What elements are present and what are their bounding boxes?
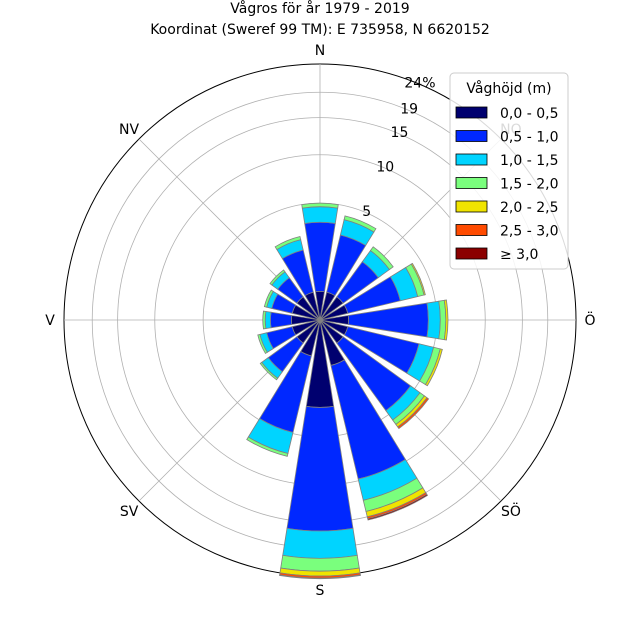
legend: Våghöjd (m) 0,0 - 0,5 0,5 - 1,0 1,0 - 1,5 1,… bbox=[449, 72, 569, 270]
rose-segment bbox=[301, 206, 339, 224]
rose-segment bbox=[274, 236, 302, 251]
legend-label: 0,5 - 1,0 bbox=[500, 130, 558, 146]
rose-segment bbox=[443, 299, 449, 341]
radial-tick-label: 24% bbox=[404, 75, 435, 91]
legend-title: Våghöjd (m) bbox=[466, 80, 551, 97]
legend-label: ≥ 3,0 bbox=[500, 247, 538, 263]
rose-segment bbox=[286, 405, 354, 532]
rose-segment bbox=[262, 310, 267, 330]
direction-label: SÖ bbox=[501, 502, 521, 520]
rose-segment bbox=[397, 397, 430, 430]
legend-swatch bbox=[455, 130, 488, 142]
direction-label: SV bbox=[120, 504, 139, 520]
legend-box bbox=[449, 72, 569, 270]
legend-swatch bbox=[455, 177, 488, 189]
rose-segment bbox=[279, 574, 361, 579]
direction-label: N bbox=[315, 43, 325, 59]
rose-segment bbox=[426, 300, 441, 340]
rose-bars bbox=[246, 202, 449, 579]
radial-tick-label: 15 bbox=[391, 125, 409, 141]
legend-label: 2,0 - 2,5 bbox=[500, 200, 558, 216]
legend-swatch bbox=[455, 153, 488, 166]
rose-segment bbox=[270, 311, 293, 329]
legend-label: 0,0 - 0,5 bbox=[500, 106, 558, 122]
rose-segment bbox=[343, 215, 377, 233]
rose-segment bbox=[424, 348, 443, 387]
legend-swatch bbox=[455, 247, 488, 260]
rose-segment bbox=[269, 269, 286, 286]
rose-segment bbox=[282, 527, 358, 559]
radial-tick-label: 19 bbox=[400, 102, 418, 118]
rose-segment bbox=[257, 333, 268, 354]
radial-tick-label: 5 bbox=[362, 204, 371, 220]
chart-title: Vågros för år 1979 - 2019 bbox=[230, 0, 409, 17]
chart-subtitle: Koordinat (Sweref 99 TM): E 735958, N 66… bbox=[150, 22, 490, 38]
rose-segment bbox=[264, 310, 272, 330]
rose-segment bbox=[369, 246, 394, 271]
rose-segment bbox=[367, 493, 429, 521]
rose-segment bbox=[246, 436, 289, 457]
legend-label: 1,0 - 1,5 bbox=[500, 153, 558, 169]
rose-segment bbox=[410, 262, 426, 296]
rose-segment bbox=[259, 361, 279, 381]
legend-label: 2,5 - 3,0 bbox=[500, 224, 558, 240]
axis-labels: NNOÖSÖSSVVNV510151924% bbox=[45, 43, 595, 599]
direction-label: NV bbox=[119, 122, 139, 138]
direction-label: S bbox=[316, 583, 325, 599]
legend-swatch bbox=[455, 106, 488, 119]
direction-label: V bbox=[45, 313, 55, 329]
legend-swatch bbox=[455, 224, 488, 236]
rose-segment bbox=[263, 289, 274, 308]
radial-tick-label: 10 bbox=[376, 159, 394, 175]
legend-swatch bbox=[455, 200, 488, 213]
rose-segment bbox=[301, 202, 339, 209]
direction-label: Ö bbox=[584, 311, 595, 329]
legend-label: 1,5 - 2,0 bbox=[500, 177, 558, 193]
